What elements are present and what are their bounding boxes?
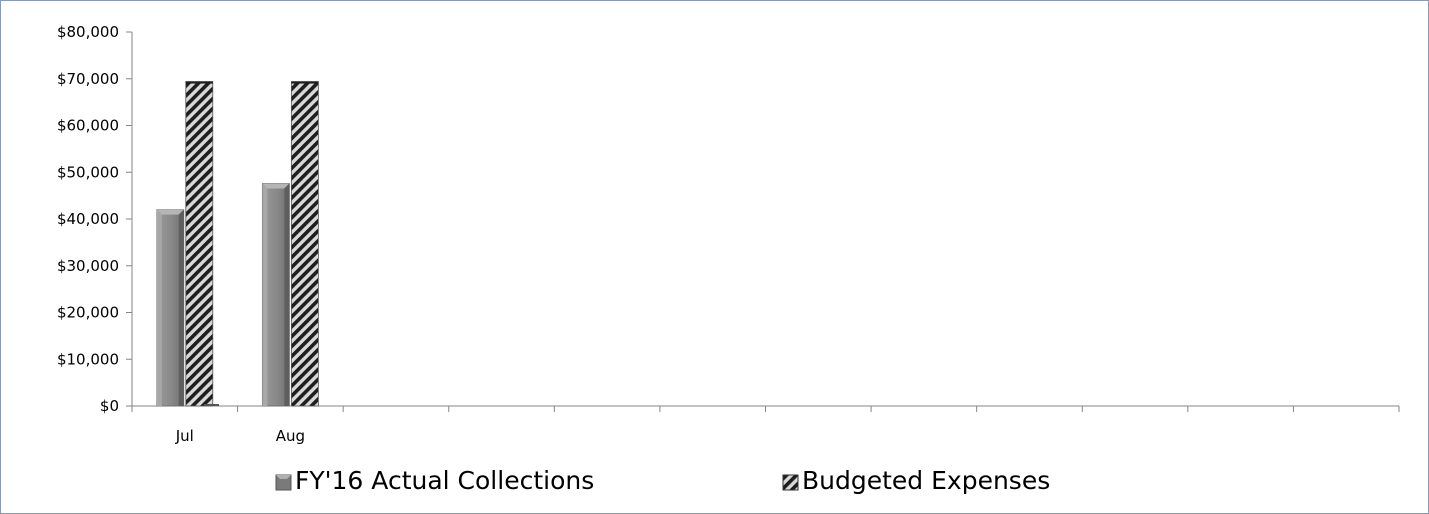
y-tick-label: $80,000 — [57, 23, 119, 41]
x-tick-label: Jul — [175, 427, 194, 445]
y-tick-label: $10,000 — [57, 350, 119, 368]
x-tick-label: Aug — [276, 427, 305, 445]
y-tick-label: $50,000 — [57, 163, 119, 181]
legend-label: Budgeted Expenses — [802, 466, 1050, 495]
y-tick-label: $20,000 — [57, 304, 119, 322]
bar-budgeted-expenses — [185, 81, 214, 407]
y-tick-label: $40,000 — [57, 210, 119, 228]
legend-item-budgeted-expenses: Budgeted Expenses — [782, 466, 1050, 495]
y-tick-label: $60,000 — [57, 117, 119, 135]
y-tick-label: $30,000 — [57, 257, 119, 275]
bar-budgeted-expenses — [290, 81, 319, 407]
bar-actual-collections — [261, 183, 290, 407]
bar-actual-collections — [156, 209, 185, 407]
legend-item-actual-collections: FY'16 Actual Collections — [275, 466, 594, 495]
y-tick-label: $0 — [100, 397, 119, 415]
y-tick-label: $70,000 — [57, 70, 119, 88]
legend-swatch-hatch — [782, 474, 799, 491]
legend-label: FY'16 Actual Collections — [295, 466, 594, 495]
